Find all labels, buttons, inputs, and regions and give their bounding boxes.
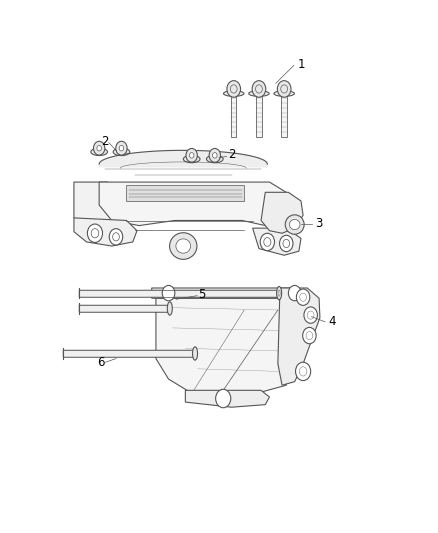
Circle shape [303, 327, 316, 344]
Circle shape [296, 362, 311, 381]
Ellipse shape [167, 302, 172, 315]
Circle shape [260, 233, 275, 251]
Ellipse shape [290, 220, 300, 230]
Ellipse shape [223, 91, 244, 96]
Circle shape [283, 239, 290, 247]
Text: 2: 2 [228, 149, 235, 161]
Text: 3: 3 [315, 217, 323, 230]
Ellipse shape [206, 155, 223, 163]
Circle shape [88, 224, 102, 243]
Circle shape [189, 152, 194, 158]
Circle shape [215, 389, 231, 408]
Polygon shape [261, 192, 303, 233]
Polygon shape [74, 182, 120, 228]
Circle shape [304, 307, 318, 324]
Ellipse shape [176, 239, 191, 253]
Circle shape [119, 146, 124, 151]
Text: 2: 2 [101, 135, 108, 148]
Polygon shape [63, 350, 194, 357]
Ellipse shape [277, 286, 282, 300]
Circle shape [186, 149, 198, 162]
Polygon shape [278, 288, 320, 385]
Text: 1: 1 [297, 58, 305, 71]
Circle shape [227, 80, 240, 97]
Circle shape [212, 152, 217, 158]
Polygon shape [231, 96, 237, 137]
Circle shape [264, 238, 271, 246]
Ellipse shape [184, 155, 200, 163]
Polygon shape [79, 305, 169, 312]
Circle shape [209, 149, 220, 162]
Polygon shape [256, 96, 261, 137]
Ellipse shape [249, 91, 269, 96]
Ellipse shape [193, 347, 198, 360]
Ellipse shape [274, 91, 294, 96]
Circle shape [252, 80, 266, 97]
Circle shape [109, 229, 123, 245]
Circle shape [279, 235, 293, 252]
Circle shape [91, 229, 99, 238]
Polygon shape [74, 218, 137, 246]
Text: 4: 4 [328, 315, 336, 328]
Polygon shape [185, 390, 269, 407]
Circle shape [93, 141, 105, 155]
Polygon shape [99, 150, 267, 167]
Polygon shape [282, 96, 287, 137]
Polygon shape [152, 288, 303, 298]
Polygon shape [127, 184, 244, 201]
Polygon shape [253, 228, 301, 255]
Text: 5: 5 [198, 288, 206, 301]
Circle shape [116, 141, 127, 155]
Circle shape [162, 286, 175, 301]
Circle shape [288, 286, 301, 301]
Ellipse shape [285, 215, 304, 235]
Ellipse shape [91, 148, 107, 156]
Polygon shape [156, 298, 286, 399]
Circle shape [113, 233, 119, 241]
Circle shape [297, 289, 310, 305]
Ellipse shape [113, 148, 130, 156]
Text: 6: 6 [97, 356, 104, 369]
Ellipse shape [170, 233, 197, 260]
Polygon shape [99, 182, 286, 225]
Polygon shape [79, 289, 278, 297]
Circle shape [277, 80, 291, 97]
Circle shape [97, 146, 102, 151]
